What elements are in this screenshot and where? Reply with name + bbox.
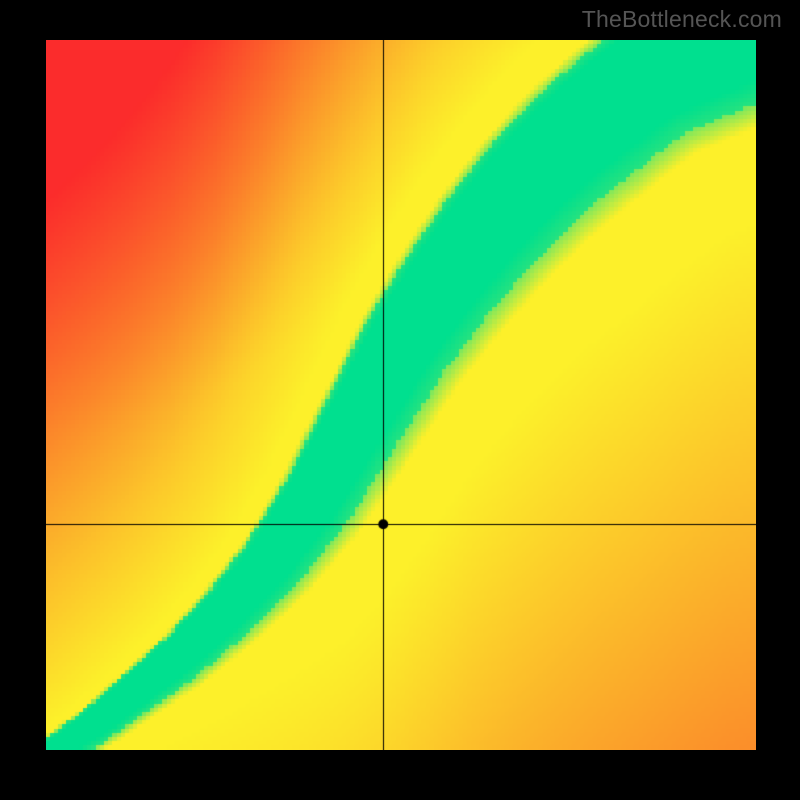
bottleneck-heatmap [46, 40, 756, 750]
watermark-text: TheBottleneck.com [582, 6, 782, 33]
chart-container: TheBottleneck.com [0, 0, 800, 800]
